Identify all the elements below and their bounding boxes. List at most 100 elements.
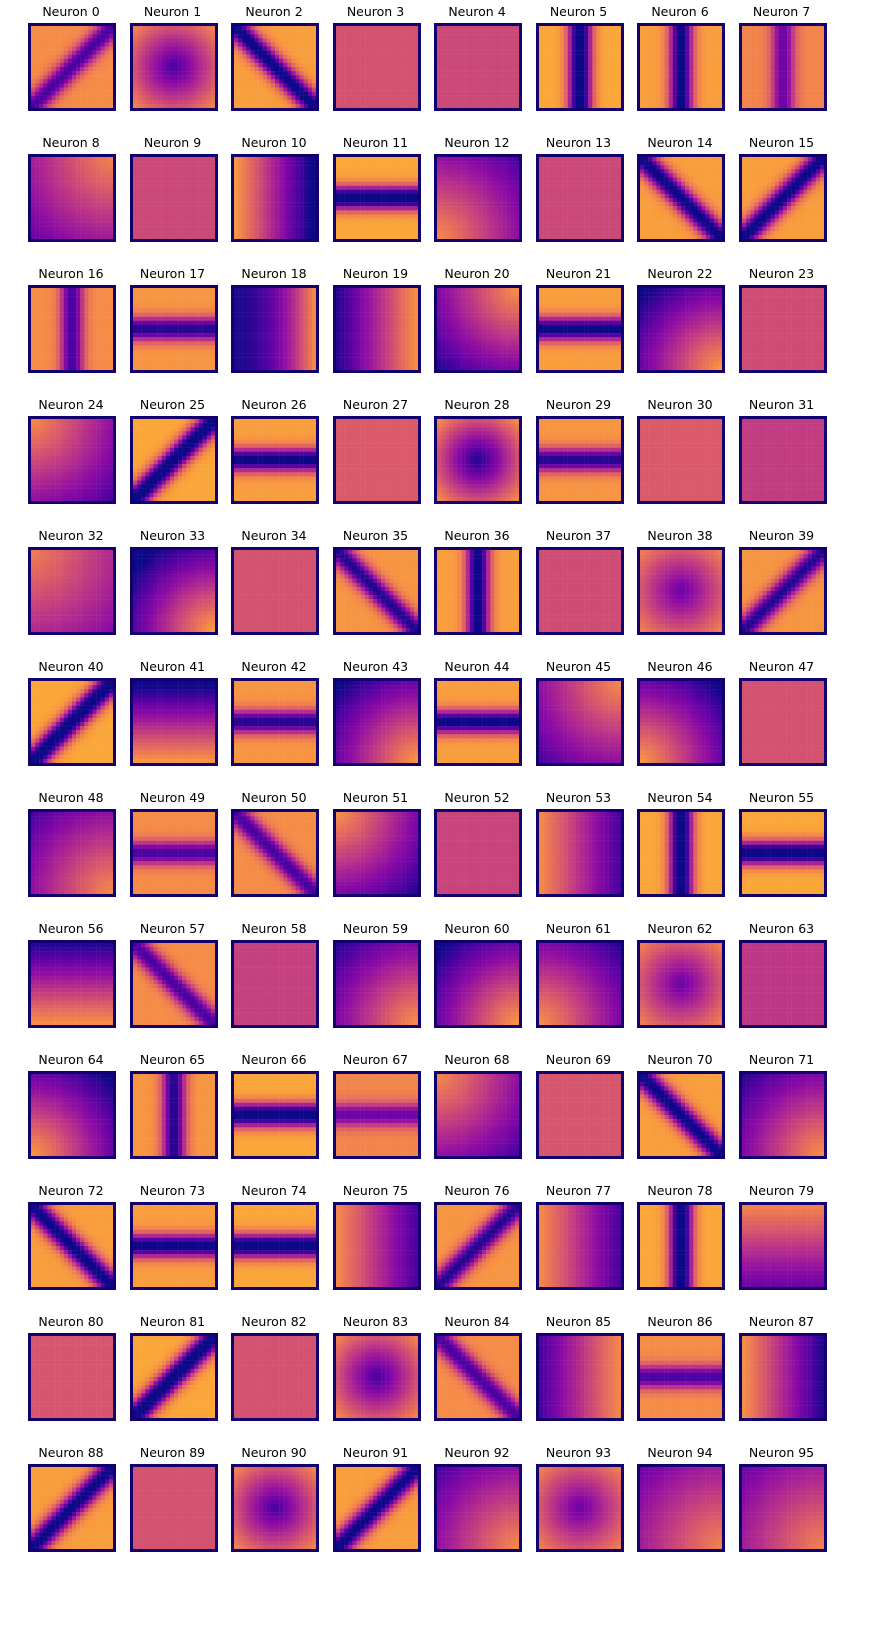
heatmap-cell	[672, 46, 678, 51]
heatmap-cell	[177, 193, 182, 199]
heatmap-cell	[262, 193, 268, 199]
heatmap-cell	[347, 83, 353, 88]
heatmap-cell	[648, 103, 653, 108]
heatmap-cell	[266, 161, 272, 166]
heatmap-cell	[84, 79, 89, 84]
heatmap-cell	[279, 30, 284, 35]
heatmap-cell	[92, 50, 97, 55]
heatmap-cell	[198, 234, 203, 239]
heatmap-cell	[72, 75, 77, 80]
heatmap-cell	[35, 161, 40, 166]
heatmap-cell	[238, 62, 243, 68]
heatmap-cell	[153, 75, 158, 80]
heatmap-cell	[303, 54, 309, 60]
heatmap-cell	[612, 54, 617, 60]
heatmap-cell	[437, 62, 442, 68]
heatmap-cell	[275, 206, 280, 211]
heatmap-cell	[405, 222, 410, 227]
heatmap-cell	[360, 95, 365, 101]
heatmap-cell	[469, 34, 475, 39]
heatmap-cell	[803, 103, 808, 108]
heatmap-cell	[368, 206, 373, 211]
heatmap-cell	[360, 226, 365, 232]
heatmap-cell	[356, 185, 361, 191]
heatmap-cell	[656, 54, 661, 60]
heatmap-cell	[368, 210, 373, 215]
heatmap-cell	[612, 103, 617, 108]
heatmap-cell	[664, 75, 669, 80]
heatmap-cell	[165, 62, 170, 68]
heatmap-cell	[76, 62, 81, 68]
heatmap-cell	[291, 218, 296, 223]
heatmap-cell	[604, 99, 609, 105]
heatmap-cell	[258, 198, 263, 203]
heatmap-cell	[43, 165, 48, 170]
heatmap-cell	[819, 38, 824, 43]
heatmap-cell	[705, 50, 710, 55]
heatmap-cell	[132, 210, 137, 215]
heatmap-cell	[579, 62, 584, 68]
heatmap-cell	[63, 202, 69, 207]
heatmap-cell	[461, 46, 466, 51]
heatmap-cell	[616, 34, 621, 39]
heatmap-cell	[397, 181, 402, 186]
heatmap-cell	[63, 161, 69, 166]
heatmap-cell	[701, 62, 706, 68]
heatmap-cell	[35, 210, 40, 215]
neuron-panel: Neuron 2	[221, 0, 327, 130]
heatmap-cell	[356, 83, 361, 88]
heatmap-cell	[343, 202, 349, 207]
heatmap-cell	[31, 214, 36, 219]
heatmap-cell	[51, 169, 56, 174]
heatmap-svg	[31, 157, 113, 239]
heatmap-cell	[413, 185, 418, 191]
heatmap-cell	[608, 103, 613, 108]
heatmap-cell	[681, 62, 686, 68]
heatmap-cell	[76, 189, 81, 195]
heatmap-cell	[380, 210, 385, 215]
heatmap-cell	[291, 50, 296, 55]
heatmap-cell	[96, 185, 101, 191]
heatmap-cell	[616, 50, 621, 55]
heatmap-cell	[413, 214, 418, 219]
neuron-heatmap	[28, 23, 116, 111]
heatmap-cell	[88, 95, 93, 101]
heatmap-cell	[262, 161, 268, 166]
heatmap-cell	[55, 42, 60, 47]
heatmap-cell	[449, 87, 454, 92]
heatmap-cell	[717, 42, 722, 47]
heatmap-cell	[741, 54, 746, 60]
heatmap-cell	[397, 177, 402, 182]
heatmap-cell	[384, 30, 390, 35]
heatmap-cell	[84, 75, 89, 80]
heatmap-cell	[270, 50, 276, 55]
heatmap-cell	[794, 95, 800, 101]
heatmap-cell	[465, 165, 471, 170]
heatmap-cell	[705, 71, 710, 76]
heatmap-cell	[392, 83, 398, 88]
heatmap-cell	[745, 83, 750, 88]
heatmap-cell	[494, 177, 499, 182]
heatmap-cell	[486, 26, 491, 31]
heatmap-cell	[713, 99, 719, 105]
heatmap-cell	[47, 58, 52, 64]
heatmap-cell	[59, 177, 65, 182]
heatmap-cell	[364, 173, 369, 178]
heatmap-cell	[72, 46, 77, 51]
heatmap-cell	[356, 214, 361, 219]
heatmap-cell	[510, 58, 516, 64]
heatmap-cell	[194, 202, 199, 207]
heatmap-cell	[782, 46, 787, 51]
heatmap-cell	[538, 50, 543, 55]
heatmap-cell	[266, 87, 272, 92]
heatmap-cell	[401, 202, 406, 207]
heatmap-cell	[486, 50, 491, 55]
heatmap-cell	[295, 42, 300, 47]
heatmap-cell	[364, 230, 369, 236]
heatmap-cell	[811, 50, 816, 55]
heatmap-cell	[157, 26, 162, 31]
heatmap-cell	[144, 226, 150, 232]
heatmap-cell	[457, 95, 462, 101]
heatmap-cell	[153, 83, 158, 88]
heatmap-cell	[291, 234, 296, 239]
